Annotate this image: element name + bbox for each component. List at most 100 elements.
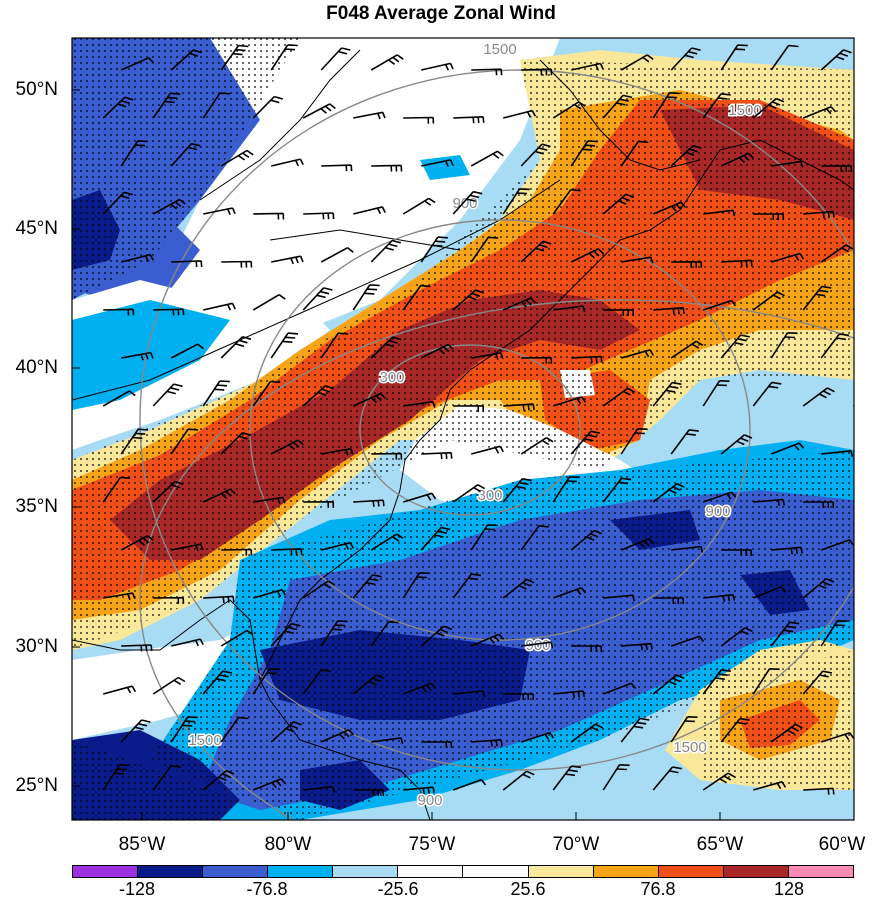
wind-barb <box>770 442 805 455</box>
wind-barb <box>803 501 835 509</box>
height-contour <box>139 299 854 820</box>
wind-barb <box>453 405 485 412</box>
wind-barb <box>570 529 603 551</box>
wind-barb <box>203 595 235 603</box>
lat-label-35n: 35°N <box>15 496 58 517</box>
wind-barb <box>320 620 348 647</box>
axis-ticks <box>72 89 855 820</box>
wind-barb <box>521 641 554 649</box>
wind-barb <box>702 772 736 791</box>
wind-barb <box>852 595 854 599</box>
wind-barb <box>702 93 731 119</box>
wind-barb <box>670 144 702 167</box>
wind-barb <box>203 207 236 216</box>
wind-barb <box>720 717 750 743</box>
wind-barb <box>702 491 737 503</box>
wind-barbs <box>102 44 854 797</box>
wind-barb <box>853 117 854 119</box>
wind-barb <box>170 49 202 71</box>
wind-barb <box>453 690 486 698</box>
wind-barb <box>353 206 386 215</box>
coastline <box>539 59 701 171</box>
wind-barb <box>502 188 530 215</box>
wind-barb <box>120 719 151 743</box>
wind-barb <box>120 428 149 455</box>
wind-barb <box>270 622 301 647</box>
wind-barb <box>103 308 135 316</box>
wind-barb <box>552 586 587 599</box>
stippling-region <box>150 450 854 820</box>
wind-barb <box>421 451 453 460</box>
wind-barb <box>270 44 298 71</box>
wind-barb <box>302 384 334 407</box>
wind-barb <box>720 627 753 647</box>
wind-barb <box>820 49 852 71</box>
wind-barb <box>652 201 687 215</box>
wind-barb <box>520 240 552 263</box>
colorbar-swatch <box>658 866 724 877</box>
wind-barb <box>403 116 435 124</box>
wind-barb <box>470 633 505 647</box>
wind-barb <box>471 739 503 747</box>
wind-barb <box>602 94 633 119</box>
wind-barb <box>170 142 201 167</box>
wind-barb <box>221 260 253 268</box>
wind-barb <box>220 432 252 455</box>
colorbar-swatch <box>138 866 204 877</box>
wind-barb <box>121 351 154 361</box>
wind-barb <box>753 213 785 221</box>
wind-barb <box>770 723 803 743</box>
coastline <box>719 139 854 191</box>
wind-barb <box>752 381 782 407</box>
map-plot-area: 1500 900 300 300 900 900 1500 1500 1500 900 <box>72 38 854 820</box>
wind-barb <box>620 428 648 455</box>
colorbar-swatch <box>788 866 853 877</box>
height-contour <box>359 344 581 516</box>
wind-barb <box>370 533 404 551</box>
wind-barb <box>321 447 354 456</box>
wind-barb <box>253 212 285 220</box>
contour-label: 1500 <box>483 41 516 58</box>
wind-barb <box>570 140 598 167</box>
map-title: F048 Average Zonal Wind <box>326 3 556 24</box>
wind-barb <box>602 193 635 215</box>
wind-barb <box>321 164 353 172</box>
wind-barb <box>403 400 436 408</box>
wind-barb <box>570 723 603 743</box>
wind-barb <box>270 439 304 455</box>
wind-speed-region <box>420 155 470 180</box>
wind-barb <box>771 160 804 168</box>
wind-barb <box>770 621 800 647</box>
wind-barb <box>102 476 131 503</box>
colorbar-swatch <box>203 866 269 877</box>
wind-barb <box>370 54 404 71</box>
colorbar <box>72 865 854 878</box>
wind-barb <box>570 248 605 263</box>
wind-barb <box>503 109 537 119</box>
wind-barb <box>120 57 155 71</box>
wind-barb <box>102 764 130 791</box>
wind-barb <box>703 593 736 602</box>
wind-barb <box>802 577 835 599</box>
wind-barb <box>802 387 835 407</box>
wind-barb <box>621 642 653 651</box>
wind-barb <box>520 437 554 455</box>
wind-barb <box>552 101 586 119</box>
wind-barb <box>603 309 635 317</box>
lon-label-80w: 80°W <box>264 834 312 855</box>
wind-barb <box>202 380 230 407</box>
lon-label-75w: 75°W <box>408 834 456 855</box>
wind-barb <box>253 496 286 505</box>
wind-barb <box>353 789 385 797</box>
wind-barb <box>470 150 504 167</box>
wind-barb <box>602 477 632 503</box>
wind-barb <box>752 668 780 695</box>
wind-barb <box>221 548 253 556</box>
wind-barb <box>252 294 286 311</box>
contour-label: 900 <box>452 195 477 212</box>
wind-barb <box>321 541 355 551</box>
wind-barb <box>402 682 437 695</box>
wind-barb <box>452 190 483 215</box>
wind-barb <box>353 499 385 507</box>
wind-barb <box>452 778 487 791</box>
